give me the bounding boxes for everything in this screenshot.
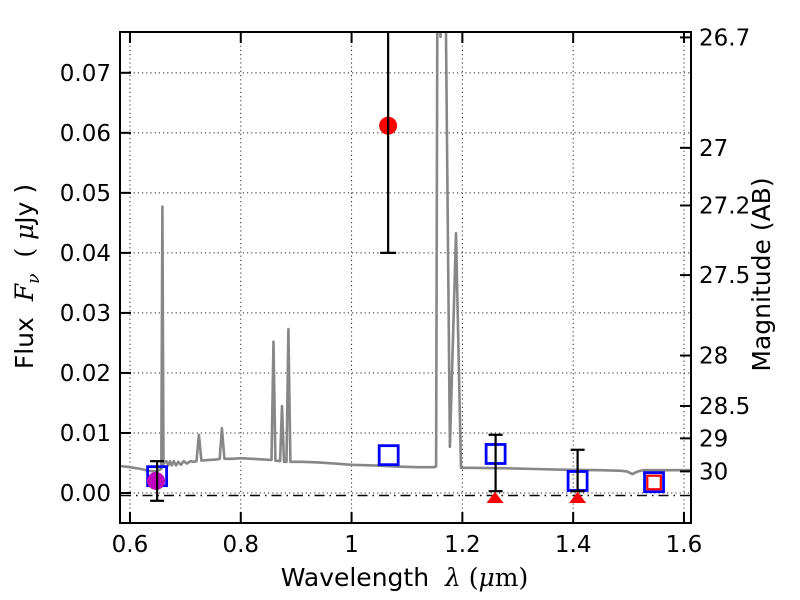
axis-label-part: λ bbox=[444, 563, 461, 592]
error-bar bbox=[150, 460, 165, 502]
error-bar bbox=[488, 433, 503, 493]
red-open-square-marker bbox=[646, 474, 662, 491]
axis-label-part: μ bbox=[10, 224, 39, 240]
axis-label-part: ν bbox=[24, 274, 44, 284]
x-tick-label: 0.6 bbox=[112, 532, 149, 558]
red-triangle-marker bbox=[486, 491, 504, 504]
spectrum-line bbox=[120, 32, 691, 476]
y-axis-label-left: Flux Fν ( μJy ) bbox=[10, 184, 44, 369]
y-right-tick-label: 27.5 bbox=[699, 263, 750, 289]
axis-label-part: ( bbox=[10, 240, 39, 274]
y-left-tick-label: 0.07 bbox=[60, 61, 111, 87]
y-right-tick-label: 29 bbox=[699, 426, 728, 452]
axis-ticks bbox=[121, 33, 690, 522]
y-right-tick-label: 28.5 bbox=[699, 394, 750, 420]
blue-square-marker bbox=[377, 444, 400, 467]
y-right-tick-label: 27.2 bbox=[699, 194, 750, 220]
y-left-tick-label: 0.05 bbox=[60, 181, 111, 207]
y-left-tick-label: 0.06 bbox=[60, 121, 111, 147]
magenta-circle-marker bbox=[147, 471, 166, 490]
y-left-tick-label: 0.03 bbox=[60, 301, 111, 327]
x-tick-label: 0.8 bbox=[222, 532, 259, 558]
y-left-tick-label: 0.04 bbox=[60, 241, 111, 267]
clipped-data bbox=[120, 32, 691, 476]
gridlines bbox=[121, 33, 690, 522]
y-axis-label-right: Magnitude (AB) bbox=[747, 177, 776, 371]
error-bar bbox=[380, 32, 397, 254]
y-left-tick-label: 0.02 bbox=[60, 361, 111, 387]
x-axis-label: Wavelength λ (μm) bbox=[281, 563, 528, 592]
y-right-tick-label: 27 bbox=[699, 136, 728, 162]
axis-label-part: ( bbox=[461, 563, 479, 592]
y-right-tick-label: 26.7 bbox=[699, 25, 750, 51]
x-tick-label: 1.4 bbox=[555, 532, 592, 558]
x-tick-label: 1 bbox=[344, 532, 359, 558]
blue-square-marker bbox=[643, 471, 665, 494]
axis-label-part: Jy ) bbox=[10, 184, 39, 226]
axis-label-part: Wavelength bbox=[281, 563, 445, 592]
axis-label-part: m) bbox=[495, 563, 528, 592]
error-bars bbox=[150, 32, 585, 502]
axis-label-part: Flux bbox=[10, 301, 39, 369]
axis-label-part: F bbox=[10, 282, 39, 302]
y-right-tick-label: 28 bbox=[699, 344, 728, 370]
x-tick-label: 1.2 bbox=[444, 532, 481, 558]
y-right-tick-label: 30 bbox=[699, 459, 728, 485]
y-left-tick-label: 0.00 bbox=[60, 481, 111, 507]
y-left-tick-label: 0.01 bbox=[60, 421, 111, 447]
tick-labels: 0.6 0.8 1 1.2 1.4 1.6 0.00 0.01 0.02 0.03 0.04 0.05… bbox=[60, 25, 750, 558]
x-tick-label: 1.6 bbox=[666, 532, 703, 558]
axis-label-part: μ bbox=[479, 563, 495, 592]
error-bar bbox=[570, 448, 585, 493]
axis-label-part: Magnitude (AB) bbox=[747, 177, 776, 371]
red-triangle-marker bbox=[569, 491, 587, 504]
axis-spines bbox=[119, 31, 692, 524]
